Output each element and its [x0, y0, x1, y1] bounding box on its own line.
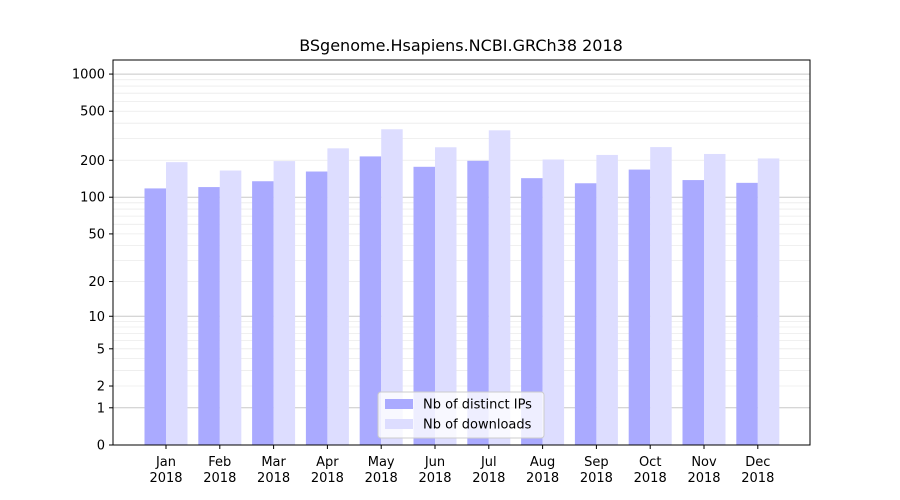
bar-downloads [273, 161, 296, 445]
x-tick-year: 2018 [634, 471, 667, 486]
y-tick-label: 10 [88, 310, 105, 325]
bar-downloads [327, 148, 349, 445]
x-tick-year: 2018 [580, 471, 613, 486]
x-tick-label: Nov 2018 [687, 455, 720, 486]
x-tick-month: Jun [424, 455, 445, 470]
x-tick-label: Sep 2018 [580, 455, 613, 486]
x-tick-year: 2018 [741, 471, 774, 486]
legend-swatch-distinct-ips [385, 399, 413, 409]
bar-downloads [542, 159, 565, 445]
bar-downloads [596, 154, 618, 445]
bar-distinct-ips [682, 180, 704, 445]
plot-frame [112, 59, 811, 446]
y-tick-label: 0 [97, 439, 105, 454]
bar-distinct-ips [252, 181, 274, 445]
bar-distinct-ips [144, 188, 166, 445]
bar-distinct-ips [628, 169, 651, 445]
x-tick-month: Dec [745, 455, 770, 470]
bar-distinct-ips [413, 166, 435, 446]
y-tick-label: 1000 [72, 68, 105, 83]
y-tick-label: 1 [97, 401, 105, 416]
bar-downloads [488, 130, 511, 445]
x-tick-month: Mar [261, 455, 286, 470]
x-tick-label: Jun 2018 [418, 455, 451, 486]
x-tick-label: Jul 2018 [472, 455, 505, 486]
x-tick-month: Feb [208, 455, 231, 470]
bar-distinct-ips [467, 160, 489, 445]
chart-title: BSgenome.Hsapiens.NCBI.GRCh38 2018 [299, 36, 623, 55]
x-tick-year: 2018 [687, 471, 720, 486]
x-tick-label: Aug 2018 [526, 455, 559, 486]
x-tick-year: 2018 [472, 471, 505, 486]
y-tick-label: 200 [80, 154, 105, 169]
x-tick-year: 2018 [149, 471, 182, 486]
legend-swatch-downloads [385, 419, 413, 429]
x-tick-month: Jan [155, 455, 176, 470]
legend-label-distinct-ips: Nb of distinct IPs [423, 398, 532, 413]
x-tick-year: 2018 [311, 471, 344, 486]
bar-distinct-ips [305, 171, 328, 445]
x-tick-label: Jan 2018 [149, 455, 182, 486]
y-axis: 0 1 2 5 10 20 50 100 200 500 1000 [72, 68, 113, 454]
x-tick-year: 2018 [203, 471, 236, 486]
x-tick-year: 2018 [365, 471, 398, 486]
bars [144, 129, 780, 446]
bar-downloads [704, 153, 726, 445]
y-tick-label: 500 [80, 105, 105, 120]
bar-distinct-ips [736, 182, 758, 445]
x-tick-year: 2018 [418, 471, 451, 486]
x-tick-month: Aug [530, 455, 555, 470]
x-tick-month: Sep [584, 455, 609, 470]
bar-distinct-ips [359, 156, 382, 446]
legend-box [377, 391, 545, 439]
y-tick-label: 5 [97, 342, 105, 357]
bar-downloads [219, 170, 242, 445]
bar-distinct-ips [521, 178, 543, 445]
y-tick-label: 100 [80, 191, 105, 206]
x-tick-label: Feb 2018 [203, 455, 236, 486]
x-tick-month: Apr [316, 455, 339, 470]
x-tick-year: 2018 [257, 471, 290, 486]
bar-downloads [435, 147, 457, 445]
bar-downloads [166, 162, 188, 445]
x-tick-month: May [368, 455, 395, 470]
x-tick-label: Oct 2018 [634, 455, 667, 486]
x-tick-label: Mar 2018 [257, 455, 290, 486]
bar-downloads [650, 147, 672, 445]
x-tick-year: 2018 [526, 471, 559, 486]
x-tick-month: Jul [480, 455, 497, 470]
x-tick-label: May 2018 [365, 455, 398, 486]
bar-downloads [757, 158, 780, 445]
bar-distinct-ips [574, 183, 597, 445]
y-tick-label: 50 [88, 227, 105, 242]
x-tick-month: Nov [691, 455, 717, 470]
legend-label-downloads: Nb of downloads [423, 418, 532, 433]
bar-distinct-ips [198, 187, 220, 446]
x-tick-label: Apr 2018 [311, 455, 344, 486]
y-tick-label: 20 [88, 275, 105, 290]
legend: Nb of distinct IPs Nb of downloads [377, 391, 545, 439]
x-tick-month: Oct [639, 455, 661, 470]
y-tick-label: 2 [97, 380, 105, 395]
bar-downloads [381, 129, 403, 445]
x-tick-label: Dec 2018 [741, 455, 774, 486]
